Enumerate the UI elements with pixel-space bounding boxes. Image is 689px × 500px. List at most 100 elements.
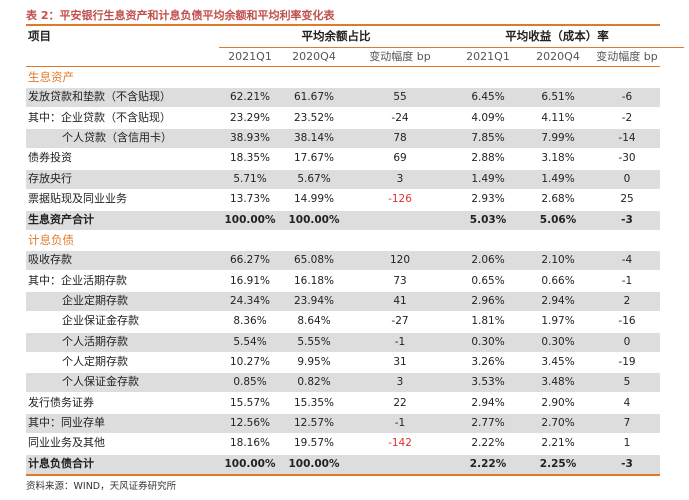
table-cell: 73 [393, 274, 407, 287]
table-row: 存放央行 5.71% 5.67% 3 1.49% 1.49% 0 [26, 168, 660, 189]
table-row: 个人保证金存款 0.85% 0.82% 3 3.53% 3.48% 5 [26, 372, 660, 393]
table-cell: -3 [621, 457, 633, 470]
table-cell: 2 [623, 294, 631, 307]
table-row: 其中：企业贷款（不含贴现） 23.29% 23.52% -24 4.09% 4.11% -2 [26, 108, 660, 128]
table-cell: 2.96% [471, 294, 505, 307]
table-cell: 0.66% [541, 274, 575, 287]
header-item: 项目 [28, 29, 51, 43]
row-label: 发行债务证券 [28, 395, 94, 409]
row-separator [26, 453, 660, 455]
row-separator [26, 87, 660, 89]
table-cell: 100.00% [224, 457, 276, 470]
table-cell: 2.22% [469, 457, 507, 470]
table-cell: -2 [621, 111, 633, 124]
header-group-rate: 平均收益（成本）率 [505, 29, 609, 43]
row-separator [26, 168, 660, 170]
table-row: 债券投资 18.35% 17.67% 69 2.88% 3.18% -30 [26, 148, 660, 168]
row-label: 企业定期存款 [62, 293, 128, 307]
table-cell: 55 [393, 91, 407, 104]
table-cell: -27 [391, 315, 409, 328]
table-cell: 0.85% [233, 376, 267, 389]
table-cell: 1 [623, 437, 631, 450]
row-separator [26, 128, 660, 130]
page-title: 表 2：平安银行生息资产和计息负债平均余额和平均利率变化表 [26, 9, 335, 22]
table-cell: 5.67% [297, 172, 331, 185]
table-cell: 2.94% [471, 396, 505, 409]
header-group-rule [219, 47, 684, 48]
table-cell: 2.94% [541, 294, 575, 307]
table-cell: 14.99% [293, 193, 335, 206]
row-separator [26, 311, 660, 313]
table-cell: 5.54% [233, 335, 267, 348]
table-cell: 0.30% [471, 335, 505, 348]
table-cell: 4.09% [471, 111, 505, 124]
table-cell: 2.93% [471, 193, 505, 206]
row-separator [26, 392, 660, 394]
header-col: 2020Q4 [292, 50, 336, 63]
table-cell: 5 [623, 376, 631, 389]
header-top-rule [26, 24, 660, 26]
row-label: 个人保证金存款 [62, 375, 139, 389]
table-cell: 2.21% [541, 437, 575, 450]
table-cell: 3.53% [471, 376, 505, 389]
table-cell: 7.85% [471, 132, 505, 145]
table-cell: 24.34% [229, 294, 271, 307]
table-cell: 2.70% [541, 417, 575, 429]
table-cell: -30 [618, 152, 636, 165]
table-row: 发行债务证券 15.57% 15.35% 22 2.94% 2.90% 4 [26, 393, 660, 413]
table-cell: 0.30% [541, 335, 575, 348]
table-cell: 1.49% [471, 172, 505, 185]
table-cell: 6.51% [541, 91, 575, 104]
row-label: 存放央行 [28, 171, 72, 185]
table-cell: 8.64% [297, 315, 331, 328]
header-col: 2021Q1 [228, 50, 272, 63]
header-bottom-rule [26, 66, 660, 67]
row-label: 债券投资 [28, 151, 72, 165]
table-row: 同业业务及其他 18.16% 19.57% -142 2.22% 2.21% 1 [26, 433, 660, 453]
table-cell: 7 [623, 417, 631, 429]
table-cell: -4 [621, 254, 633, 267]
section-label: 生息资产 [28, 70, 74, 84]
table-cell: 2.77% [471, 417, 505, 429]
row-separator [26, 433, 660, 435]
table-cell: 4 [623, 396, 631, 409]
row-separator [26, 250, 660, 252]
table-cell: 2.88% [471, 152, 505, 165]
table-row: 票据贴现及同业业务 13.73% 14.99% -126 2.93% 2.68% 25 [26, 189, 660, 209]
source-note: 资料来源：WIND，天风证券研究所 [26, 481, 177, 492]
table-cell: 5.03% [469, 213, 507, 226]
header-col: 变动幅度 bp [369, 50, 431, 63]
table-cell: 19.57% [293, 437, 335, 450]
table-cell: 3.26% [471, 355, 505, 368]
table-cell: 10.27% [229, 355, 271, 368]
header-col: 2021Q1 [466, 50, 510, 63]
table-cell: 2.22% [471, 437, 505, 450]
table-cell: 0.65% [471, 274, 505, 287]
row-separator [26, 413, 660, 414]
table-cell: -3 [621, 213, 633, 226]
table-cell: -24 [391, 111, 409, 124]
table-cell: 100.00% [288, 457, 340, 470]
row-label: 吸收存款 [28, 253, 72, 267]
table-cell: -1 [621, 274, 633, 287]
table-cell: -1 [394, 335, 406, 348]
table-cell: 7.99% [541, 132, 575, 145]
table-cell: 3 [396, 376, 404, 389]
table-cell: 17.67% [293, 152, 335, 165]
table-row: 企业保证金存款 8.36% 8.64% -27 1.81% 1.97% -16 [26, 311, 660, 331]
table-row: 个人定期存款 10.27% 9.95% 31 3.26% 3.45% -19 [26, 352, 660, 372]
table-row: 企业定期存款 24.34% 23.94% 41 2.96% 2.94% 2 [26, 290, 660, 311]
table-cell: 5.06% [539, 213, 577, 226]
table-cell: 2.10% [541, 254, 575, 267]
table-cell: 15.57% [229, 396, 271, 409]
table-cell: 61.67% [293, 91, 335, 104]
table-cell: 12.56% [229, 417, 271, 429]
table-header-groups: 项目 平均余额占比 平均收益（成本）率 [26, 26, 660, 47]
section-header-row: 计息负债 [26, 230, 660, 250]
row-separator [26, 229, 660, 231]
table-cell: 1.97% [541, 315, 575, 328]
table-cell: 100.00% [288, 213, 340, 226]
row-separator [26, 270, 660, 272]
table-cell: -16 [618, 315, 636, 328]
row-separator [26, 107, 660, 109]
